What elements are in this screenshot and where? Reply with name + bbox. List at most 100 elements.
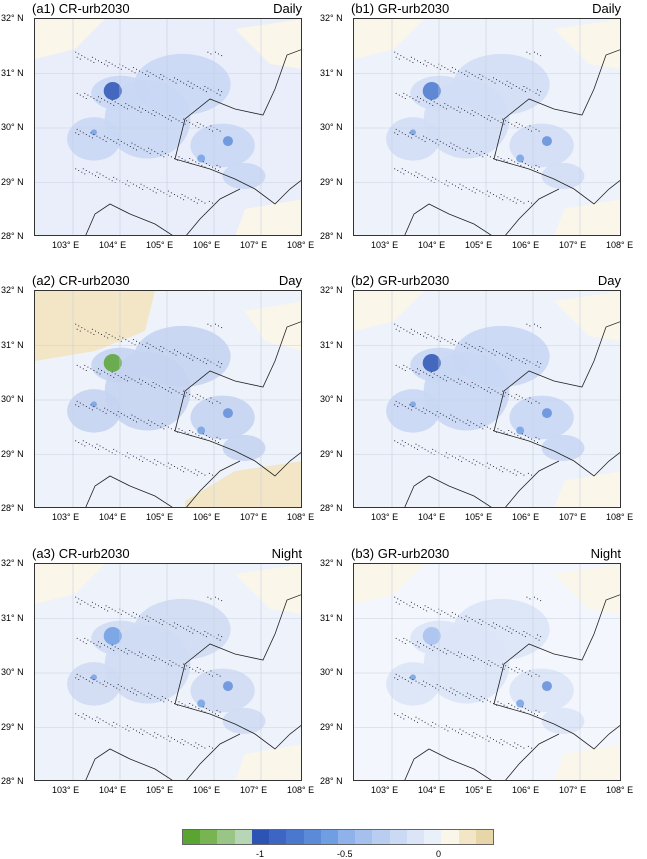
- lat-label: 32° N: [1, 285, 24, 295]
- lat-label: 28° N: [1, 776, 24, 786]
- lon-label: 103° E: [52, 240, 80, 250]
- lon-label: 105° E: [465, 240, 493, 250]
- lat-label: 32° N: [1, 558, 24, 568]
- panel-title-a2: (a2) CR-urb2030: [32, 273, 130, 288]
- lon-label: 108° E: [287, 512, 315, 522]
- lon-label: 108° E: [606, 512, 634, 522]
- lat-label: 29° N: [320, 721, 343, 732]
- colorbar-swatch: [424, 830, 442, 844]
- lat-label: 30° N: [320, 667, 343, 677]
- lat-label: 31° N: [320, 67, 343, 78]
- lon-label: 106° E: [512, 240, 540, 250]
- lat-label: 31° N: [1, 339, 24, 350]
- panel-title-a3: (a3) CR-urb2030: [32, 546, 130, 561]
- lon-label: 107° E: [559, 240, 587, 250]
- panel-period-b1: Daily: [592, 1, 621, 16]
- lat-label: 28° N: [1, 503, 24, 513]
- lon-label: 103° E: [52, 512, 80, 522]
- map-panel-a2: [34, 290, 302, 508]
- colorbar-swatch: [303, 830, 321, 844]
- lat-label: 31° N: [1, 67, 24, 78]
- lon-label: 108° E: [606, 785, 634, 795]
- colorbar-swatch: [217, 830, 235, 844]
- panel-period-a1: Daily: [273, 1, 302, 16]
- lat-label: 31° N: [1, 612, 24, 623]
- lon-label: 108° E: [287, 240, 315, 250]
- panel-title-a1: (a1) CR-urb2030: [32, 1, 130, 16]
- lon-label: 106° E: [512, 512, 540, 522]
- map-panel-b3: [353, 563, 621, 781]
- colorbar-swatch: [200, 830, 218, 844]
- colorbar-swatch: [389, 830, 407, 844]
- lat-label: 30° N: [1, 122, 24, 132]
- map-panel-a3: [34, 563, 302, 781]
- lat-label: 29° N: [320, 448, 343, 459]
- colorbar-swatch: [183, 830, 201, 844]
- lon-label: 106° E: [512, 785, 540, 795]
- colorbar-swatch: [320, 830, 338, 844]
- panel-title-b2: (b2) GR-urb2030: [351, 273, 450, 288]
- colorbar-swatch: [269, 830, 287, 844]
- lon-label: 105° E: [465, 512, 493, 522]
- lon-label: 103° E: [52, 785, 80, 795]
- lat-label: 32° N: [320, 558, 343, 568]
- colorbar-swatch: [475, 830, 493, 844]
- panel-period-a3: Night: [271, 546, 302, 561]
- lat-label: 32° N: [320, 285, 343, 295]
- lon-label: 105° E: [465, 785, 493, 795]
- colorbar: [182, 829, 494, 845]
- lat-label: 29° N: [1, 448, 24, 459]
- lon-label: 106° E: [193, 512, 221, 522]
- panel-title-b1: (b1) GR-urb2030: [351, 1, 450, 16]
- lon-label: 107° E: [240, 785, 268, 795]
- lon-label: 104° E: [99, 240, 127, 250]
- colorbar-swatch: [337, 830, 356, 844]
- colorbar-label-neg1: -1: [256, 849, 265, 859]
- panel-period-b2: Day: [597, 273, 621, 288]
- colorbar-swatch: [441, 830, 459, 844]
- lat-label: 30° N: [1, 394, 24, 404]
- lat-label: 31° N: [320, 339, 343, 350]
- lon-label: 103° E: [371, 785, 399, 795]
- lon-label: 108° E: [287, 785, 315, 795]
- lon-label: 104° E: [418, 512, 446, 522]
- colorbar-swatch: [355, 830, 373, 844]
- lat-label: 28° N: [320, 503, 343, 513]
- lat-label: 29° N: [1, 176, 24, 187]
- lon-label: 103° E: [371, 240, 399, 250]
- colorbar-swatch: [286, 830, 304, 844]
- lon-label: 106° E: [193, 240, 221, 250]
- panel-period-a2: Day: [278, 273, 302, 288]
- lon-label: 107° E: [559, 512, 587, 522]
- map-panel-a1: [34, 18, 302, 236]
- lon-label: 106° E: [193, 785, 221, 795]
- lon-label: 104° E: [418, 240, 446, 250]
- lat-label: 30° N: [320, 122, 343, 132]
- lon-label: 107° E: [559, 785, 587, 795]
- lat-label: 28° N: [1, 231, 24, 241]
- map-panel-b1: [353, 18, 621, 236]
- lat-label: 32° N: [1, 13, 24, 23]
- colorbar-swatch: [372, 830, 390, 844]
- colorbar-swatch: [458, 830, 476, 844]
- lat-label: 32° N: [320, 13, 343, 23]
- lat-label: 28° N: [320, 776, 343, 786]
- colorbar-swatch: [406, 830, 425, 844]
- lon-label: 105° E: [146, 512, 174, 522]
- lon-label: 108° E: [606, 240, 634, 250]
- colorbar-swatch: [251, 830, 270, 844]
- lat-label: 29° N: [1, 721, 24, 732]
- colorbar-label-0: 0: [436, 849, 442, 859]
- lon-label: 105° E: [146, 240, 174, 250]
- colorbar-label-neg05: -0.5: [337, 849, 353, 859]
- lat-label: 30° N: [1, 667, 24, 677]
- panel-title-b3: (b3) GR-urb2030: [351, 546, 450, 561]
- map-panel-b2: [353, 290, 621, 508]
- lon-label: 107° E: [240, 512, 268, 522]
- lat-label: 29° N: [320, 176, 343, 187]
- lon-label: 105° E: [146, 785, 174, 795]
- lon-label: 104° E: [99, 512, 127, 522]
- lon-label: 103° E: [371, 512, 399, 522]
- lon-label: 104° E: [418, 785, 446, 795]
- lat-label: 28° N: [320, 231, 343, 241]
